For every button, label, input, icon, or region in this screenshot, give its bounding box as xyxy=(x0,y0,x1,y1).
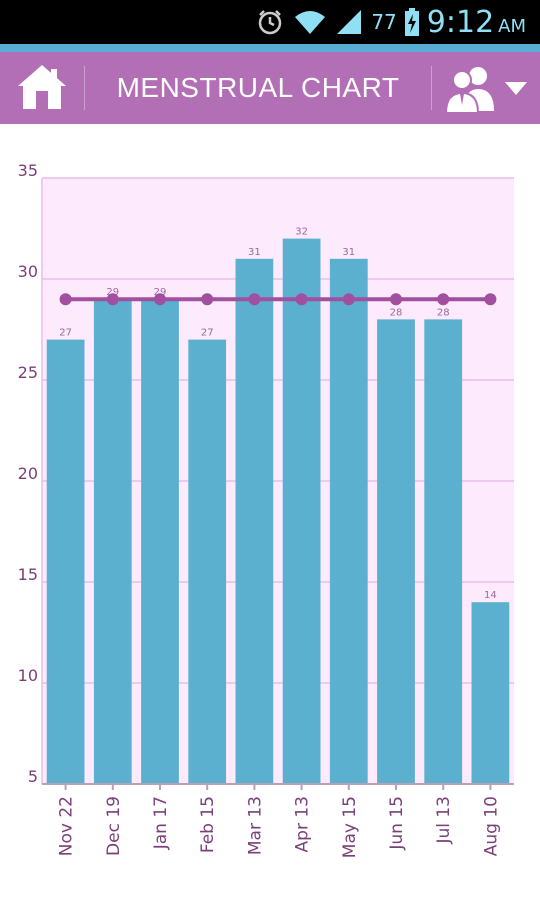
average-point xyxy=(59,293,72,306)
divider xyxy=(431,66,432,110)
y-tick-label: 20 xyxy=(18,464,38,483)
accent-line xyxy=(0,44,540,52)
menstrual-cycle-chart: 5 10 15 20 25 30 35 27 29 29 27 31 32 31 28 28 14 Nov 22 D… xyxy=(18,161,514,858)
x-tick-label: Nov 22 xyxy=(57,796,77,856)
battery-percent: 77 xyxy=(371,10,397,34)
average-point xyxy=(248,293,261,306)
average-point xyxy=(390,293,402,306)
data-label: 14 xyxy=(484,590,497,601)
bar xyxy=(188,339,227,784)
y-tick-label: 10 xyxy=(18,666,38,685)
data-label: 31 xyxy=(342,247,355,258)
y-tick-label: 30 xyxy=(18,262,38,281)
users-icon xyxy=(444,67,494,113)
wifi-icon xyxy=(295,11,326,34)
alarm-icon xyxy=(259,10,282,35)
data-label: 31 xyxy=(248,247,261,258)
home-button[interactable] xyxy=(0,52,84,124)
data-label: 27 xyxy=(201,328,214,339)
data-label: 28 xyxy=(437,307,450,318)
home-icon xyxy=(18,65,66,109)
profile-switcher-button[interactable] xyxy=(432,52,540,124)
bar xyxy=(424,319,463,784)
x-tick-label: Jul 13 xyxy=(434,796,454,845)
x-tick-label: Jan 17 xyxy=(151,796,171,850)
bar xyxy=(235,258,274,784)
bar xyxy=(46,339,85,784)
chevron-down-icon xyxy=(505,82,527,95)
clock: 9:12 AM xyxy=(426,4,526,40)
y-tick-label: 5 xyxy=(28,767,38,786)
y-tick-label: 15 xyxy=(18,565,38,584)
data-label: 29 xyxy=(154,287,167,298)
average-point xyxy=(106,293,119,306)
data-label: 32 xyxy=(295,227,308,238)
page-title: MENSTRUAL CHART xyxy=(116,72,400,103)
average-point xyxy=(437,293,450,306)
bar xyxy=(141,299,179,784)
x-tick-label: May 15 xyxy=(340,796,360,858)
data-label: 27 xyxy=(59,328,72,339)
x-tick-label: Dec 19 xyxy=(104,796,124,856)
x-tick-label: Feb 15 xyxy=(198,796,218,853)
bar xyxy=(329,258,368,784)
data-label: 28 xyxy=(390,307,403,318)
chart-area: 5 10 15 20 25 30 35 27 29 29 27 31 32 31 28 28 14 Nov 22 D… xyxy=(0,124,540,900)
bar xyxy=(377,319,415,784)
y-tick-label: 25 xyxy=(18,363,38,382)
x-tick-label: Apr 13 xyxy=(293,796,313,852)
divider xyxy=(84,66,85,110)
x-tick-label: Aug 10 xyxy=(481,796,501,856)
battery-charging-icon xyxy=(404,8,419,36)
y-tick-label: 35 xyxy=(18,161,38,180)
bar xyxy=(471,602,510,784)
bar xyxy=(282,238,321,785)
average-point xyxy=(154,293,166,306)
average-point xyxy=(484,293,497,306)
average-point xyxy=(201,293,214,306)
x-tick-label: Jun 15 xyxy=(387,796,407,851)
bar xyxy=(93,299,132,784)
x-tick-label: Mar 13 xyxy=(245,796,265,855)
average-point xyxy=(295,293,308,306)
status-bar: 77 9:12 AM xyxy=(0,0,540,44)
average-point xyxy=(342,293,355,306)
app-bar: MENSTRUAL CHART xyxy=(0,52,540,124)
data-label: 29 xyxy=(106,287,119,298)
signal-icon xyxy=(337,10,362,34)
